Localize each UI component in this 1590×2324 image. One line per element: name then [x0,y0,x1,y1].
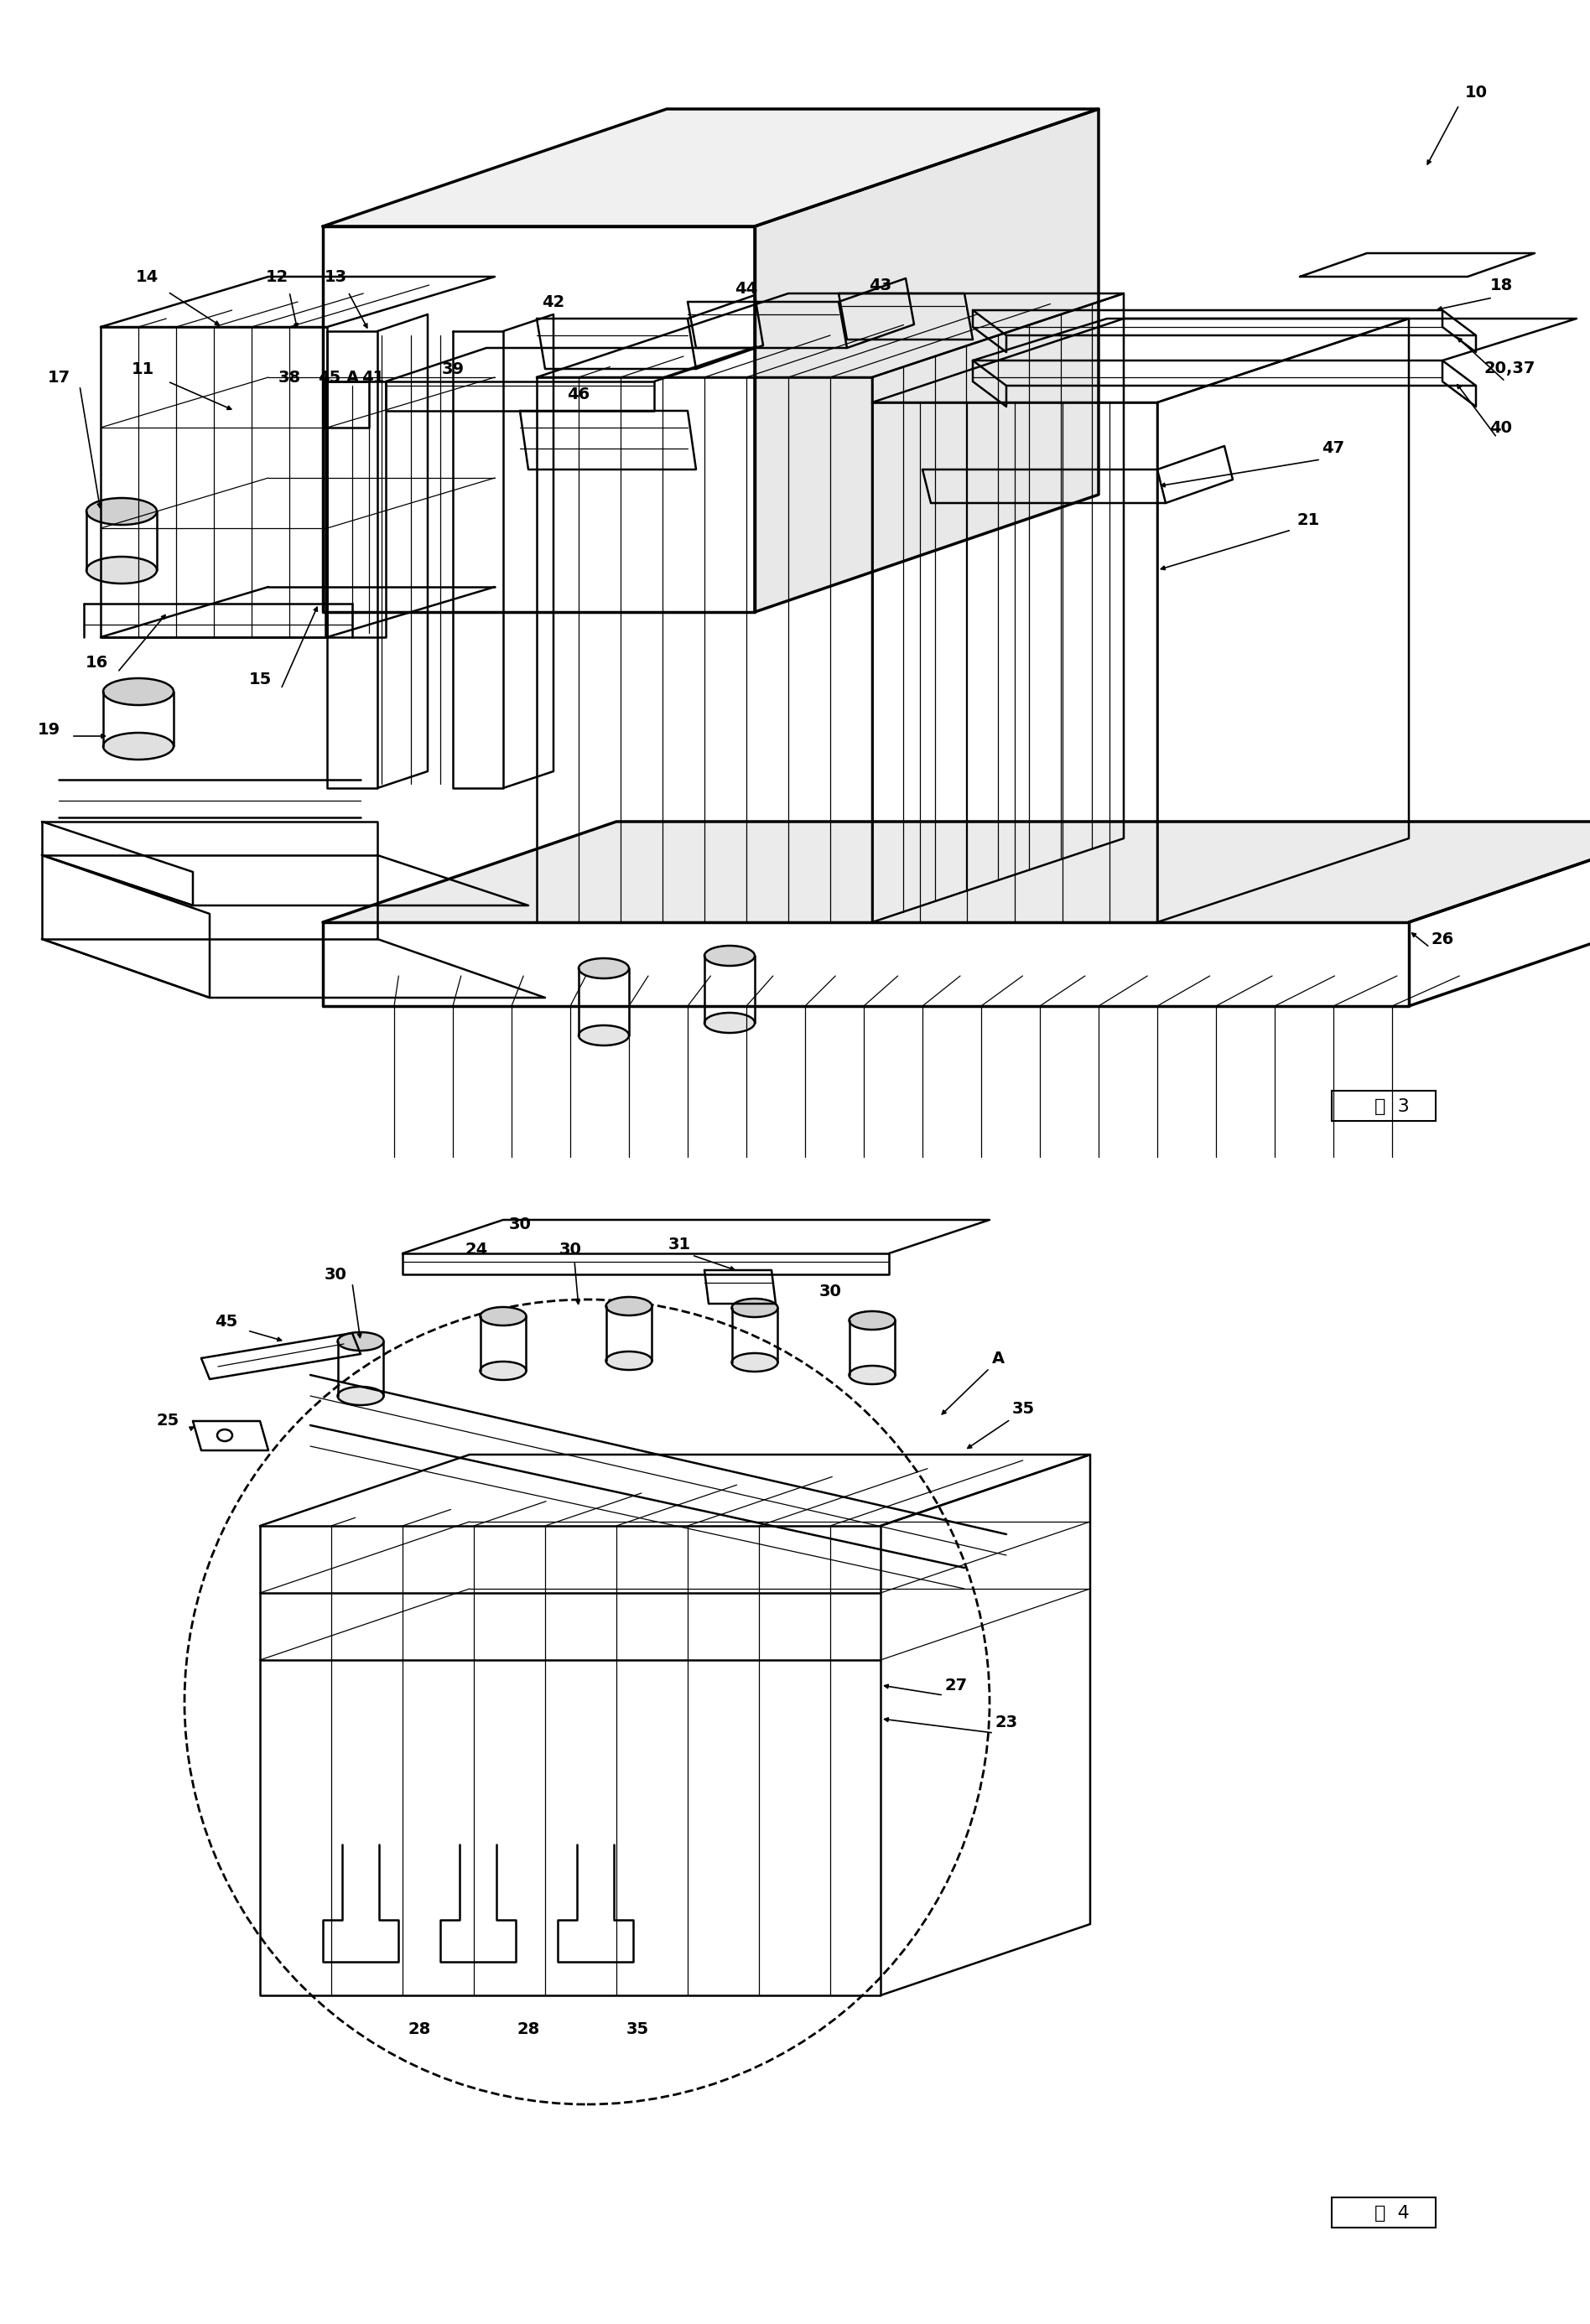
Text: 30: 30 [509,1215,531,1232]
Text: 46: 46 [568,386,590,402]
Ellipse shape [103,732,173,760]
Text: 35: 35 [1011,1401,1035,1415]
Text: 11: 11 [130,360,154,376]
Ellipse shape [849,1367,895,1385]
Polygon shape [755,109,1099,611]
Ellipse shape [480,1306,526,1325]
Text: 23: 23 [995,1715,1018,1731]
Text: 30: 30 [324,1267,347,1283]
Ellipse shape [579,957,630,978]
Text: 25: 25 [156,1413,180,1429]
Text: 10: 10 [1464,84,1487,100]
Text: 26: 26 [1431,932,1453,946]
Text: 43: 43 [870,277,892,293]
Text: A: A [347,370,359,386]
Text: 图  3: 图 3 [1375,1099,1410,1116]
Text: 24: 24 [464,1241,488,1257]
Ellipse shape [103,679,173,704]
Ellipse shape [480,1362,526,1380]
Text: 图  4: 图 4 [1375,2205,1410,2222]
Text: 44: 44 [735,281,758,297]
Text: 39: 39 [442,360,464,376]
Text: 40: 40 [1490,421,1512,435]
Text: 28: 28 [409,2022,431,2036]
Text: 16: 16 [84,655,108,669]
Text: 18: 18 [1490,277,1512,293]
Text: 20,37: 20,37 [1483,360,1536,376]
Text: 19: 19 [37,720,60,737]
Text: 31: 31 [668,1236,690,1253]
Ellipse shape [731,1299,778,1318]
Text: 41: 41 [363,370,385,386]
Ellipse shape [606,1297,652,1315]
Ellipse shape [86,497,157,525]
Text: 30: 30 [560,1241,582,1257]
Polygon shape [323,109,1099,225]
Ellipse shape [606,1353,652,1369]
Text: 12: 12 [266,270,288,284]
Text: 42: 42 [542,293,564,309]
Polygon shape [323,823,1590,923]
Text: 45: 45 [215,1313,238,1329]
Text: 38: 38 [278,370,301,386]
Text: 27: 27 [944,1678,967,1694]
Text: 28: 28 [517,2022,539,2036]
Text: A: A [992,1350,1005,1367]
Ellipse shape [731,1353,778,1371]
Text: 21: 21 [1297,511,1320,528]
Ellipse shape [337,1332,383,1350]
Text: 45: 45 [318,370,340,386]
Text: 15: 15 [248,672,272,688]
Text: 13: 13 [324,270,347,284]
Text: 47: 47 [1321,442,1345,456]
Ellipse shape [86,558,157,583]
Text: 17: 17 [48,370,70,386]
Text: 14: 14 [135,270,157,284]
Ellipse shape [704,1013,755,1032]
Text: 30: 30 [819,1283,841,1299]
Text: 35: 35 [626,2022,649,2036]
Ellipse shape [579,1025,630,1046]
Ellipse shape [849,1311,895,1329]
Ellipse shape [704,946,755,967]
Ellipse shape [337,1387,383,1406]
